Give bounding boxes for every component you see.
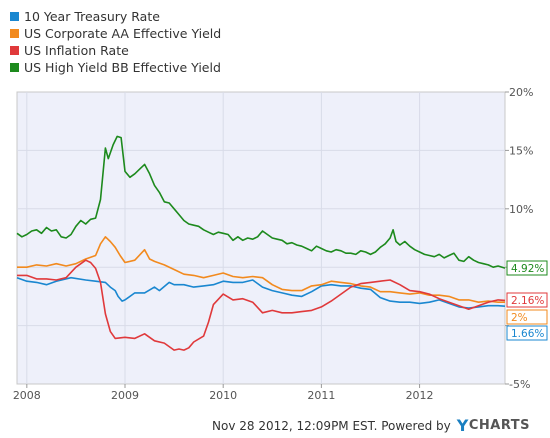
legend-item-inflation[interactable]: US Inflation Rate	[10, 42, 221, 59]
end-value-box	[506, 292, 548, 308]
end-value-box	[506, 325, 548, 341]
legend-label: US Corporate AA Effective Yield	[24, 26, 222, 41]
y-tick-label: 20%	[509, 86, 533, 99]
y-tick-label: 10%	[509, 203, 533, 216]
legend-swatch-icon	[10, 63, 19, 72]
y-tick-label: -5%	[509, 378, 530, 391]
logo-charts: CHARTS	[468, 418, 530, 433]
high-yield-bb-line	[16, 135, 506, 269]
plot-area	[16, 91, 506, 385]
legend-item-corporate-aa[interactable]: US Corporate AA Effective Yield	[10, 25, 221, 42]
footer: Nov 28 2012, 12:09PM EST. Powered by Y CH…	[212, 416, 530, 435]
inflation-line	[17, 259, 506, 351]
x-tick-label: 2010	[209, 389, 237, 402]
end-value-box	[506, 260, 548, 276]
footer-timestamp: Nov 28 2012, 12:09PM EST. Powered by	[212, 418, 451, 433]
end-value-box	[506, 309, 548, 325]
end-value-label: 2.16%	[506, 292, 548, 308]
end-value-label: 4.92%	[506, 260, 548, 276]
legend-label: US High Yield BB Effective Yield	[24, 60, 221, 75]
legend-swatch-icon	[10, 46, 19, 55]
end-value-text: 1.66%	[511, 328, 544, 340]
x-tick-label: 2011	[307, 389, 335, 402]
logo-y: Y	[456, 416, 469, 435]
end-value-label: 2%	[506, 309, 548, 325]
x-tick-label: 2012	[406, 389, 434, 402]
corporate-aa-line	[17, 236, 505, 303]
end-value-text: 2.16%	[511, 295, 544, 307]
end-value-text: 4.92%	[511, 263, 544, 275]
y-tick-label: 15%	[509, 144, 533, 157]
treasury-line	[16, 276, 506, 309]
legend-label: 10 Year Treasury Rate	[24, 9, 160, 24]
legend-swatch-icon	[10, 29, 19, 38]
legend-item-high-yield-bb[interactable]: US High Yield BB Effective Yield	[10, 59, 221, 76]
chart-legend: 10 Year Treasury Rate US Corporate AA Ef…	[10, 8, 221, 76]
x-tick-label: 2009	[111, 389, 139, 402]
legend-swatch-icon	[10, 12, 19, 21]
x-tick-label: 2008	[13, 389, 41, 402]
legend-item-treasury[interactable]: 10 Year Treasury Rate	[10, 8, 221, 25]
legend-label: US Inflation Rate	[24, 43, 129, 58]
end-value-label: 1.66%	[506, 325, 548, 341]
ycharts-logo[interactable]: Y CHARTS	[457, 416, 530, 435]
end-value-text: 2%	[511, 312, 528, 324]
